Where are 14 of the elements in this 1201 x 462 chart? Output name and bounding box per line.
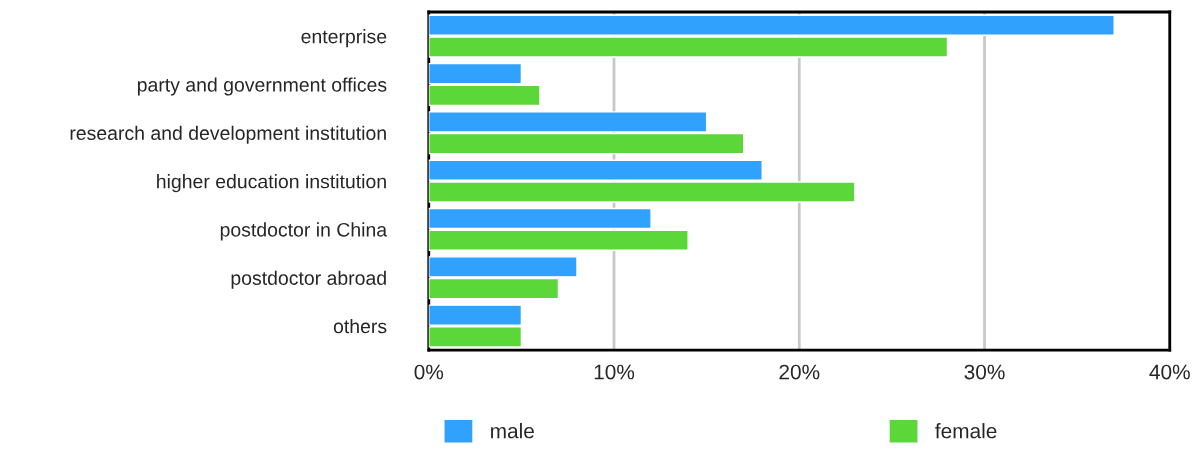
legend-label: male: [491, 423, 534, 439]
x-tick-label: 10%: [594, 364, 635, 380]
x-tick-label: 40%: [1149, 364, 1190, 380]
x-tick-label: 0%: [414, 364, 444, 380]
x-tick-label: 20%: [779, 364, 820, 380]
y-tick-label: postdoctor in China: [220, 222, 388, 241]
y-tick-label: others: [333, 318, 387, 334]
y-tick-label: enterprise: [301, 29, 387, 48]
y-tick-label: higher education institution: [157, 174, 386, 193]
y-tick-label: postdoctor abroad: [231, 270, 386, 289]
x-tick-label: 30%: [964, 364, 1005, 380]
y-tick-label: research and development institution: [70, 125, 386, 144]
y-tick-label: party and government offices: [137, 77, 387, 96]
legend-label: female: [935, 423, 997, 439]
